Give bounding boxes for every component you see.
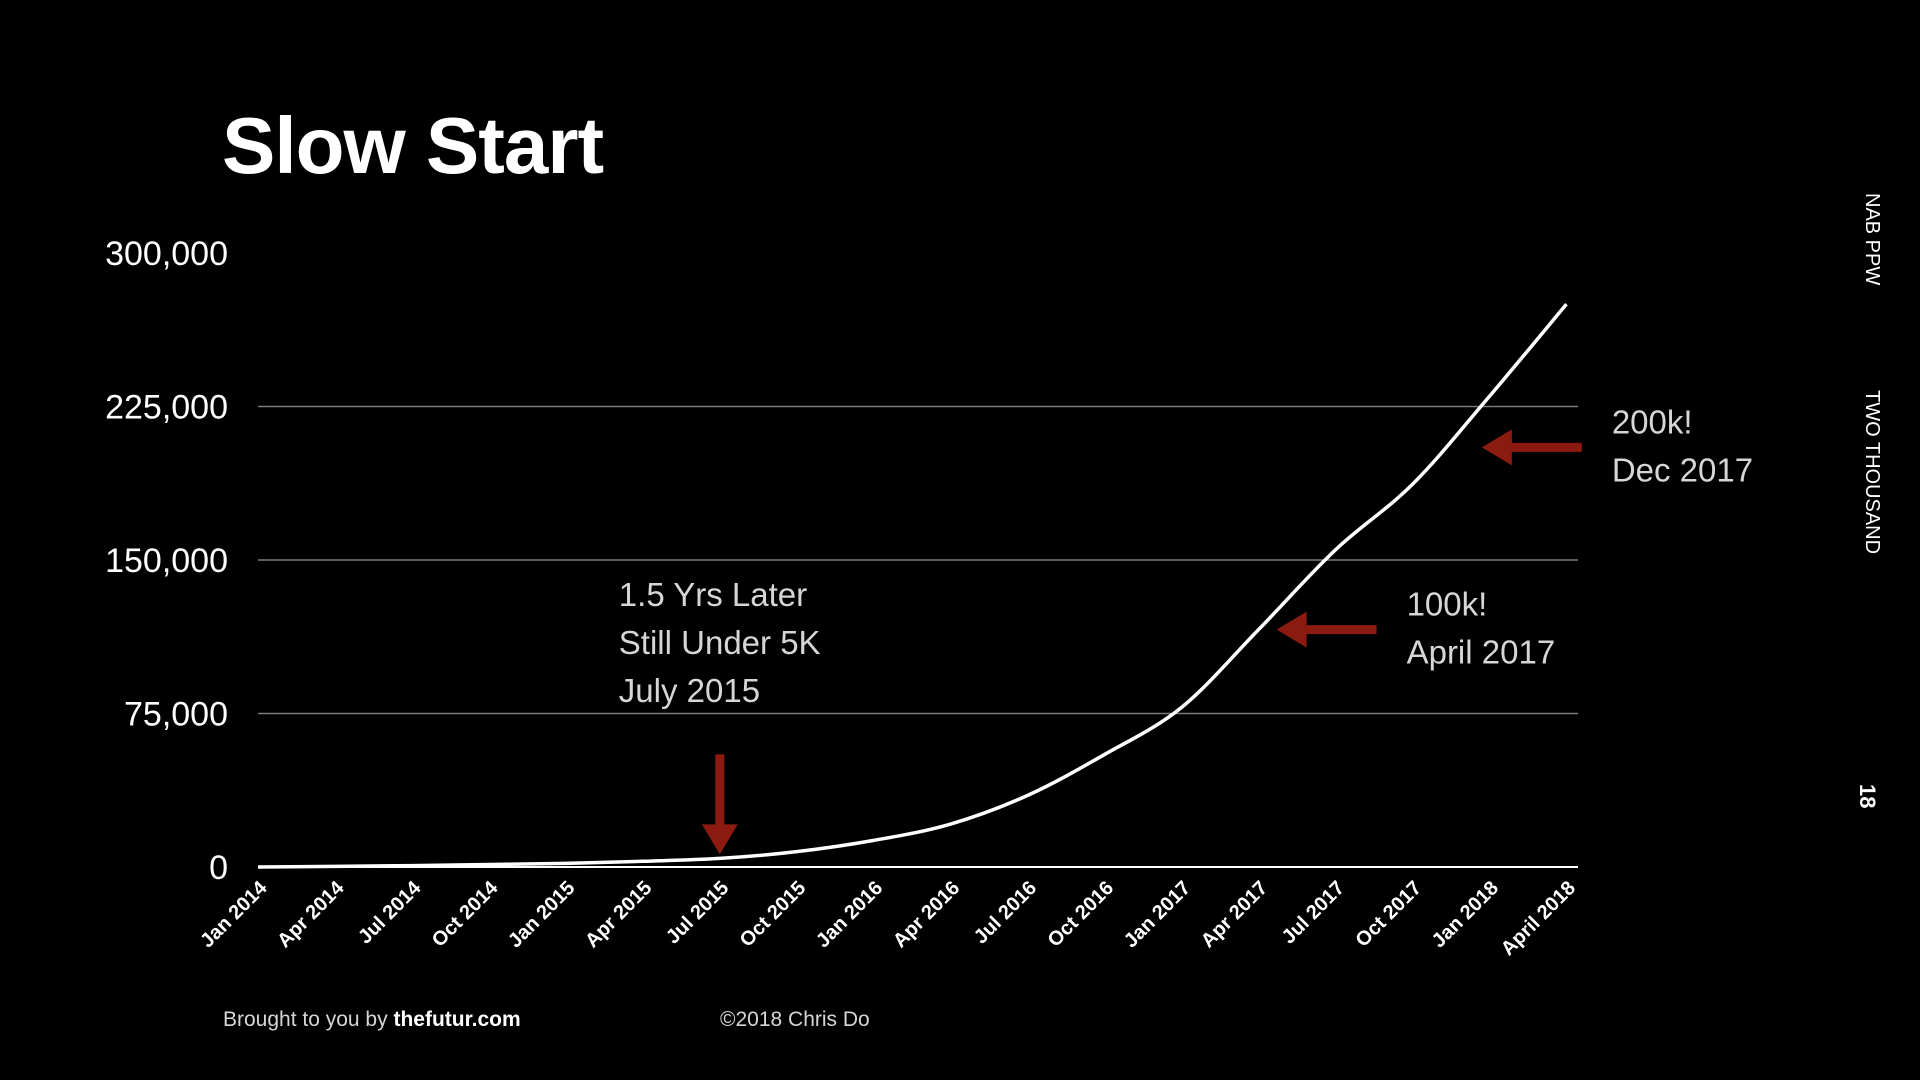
x-tick-label: April 2018 <box>1497 877 1580 960</box>
footer-credit: Brought to you by thefutur.com <box>223 1008 521 1032</box>
x-tick-label: Jul 2017 <box>1278 877 1349 948</box>
side-label-brand: TWO THOUSAND <box>1861 390 1883 555</box>
x-tick-label: Oct 2014 <box>428 876 503 951</box>
annotation-text: July 2015 <box>619 672 760 709</box>
x-tick-label: Jan 2014 <box>196 876 272 952</box>
footer-prefix: Brought to you by <box>223 1008 394 1031</box>
x-tick-label: Jul 2014 <box>354 876 426 948</box>
annotation-text: 200k! <box>1612 403 1693 440</box>
annotation-text: 100k! <box>1407 586 1488 623</box>
x-tick-label: Jan 2016 <box>812 877 887 952</box>
arrow-head <box>1481 429 1512 466</box>
arrow-head <box>1276 611 1307 648</box>
arrow-head <box>701 824 738 855</box>
side-label-event: NAB PPW <box>1861 193 1883 286</box>
x-tick-label: Jan 2018 <box>1428 877 1503 952</box>
chart-title: Slow Start <box>222 101 604 190</box>
annotation-3: 200k! Dec 2017 <box>1481 403 1753 488</box>
x-tick-label: Jan 2015 <box>504 877 579 952</box>
annotation-2: 100k! April 2017 <box>1276 586 1556 671</box>
y-tick-label: 150,000 <box>105 542 228 580</box>
series-layer <box>257 303 1568 869</box>
annotation-text: April 2017 <box>1407 634 1556 671</box>
series-line <box>257 303 1568 869</box>
footer-copyright: ©2018 Chris Do <box>720 1008 870 1031</box>
annotation-text: 1.5 Yrs Later <box>619 576 807 613</box>
footer-brand-link[interactable]: thefutur.com <box>393 1008 521 1031</box>
y-tick-label: 225,000 <box>105 389 228 427</box>
page-number: 18 <box>1855 784 1880 809</box>
x-tick-label: Oct 2017 <box>1352 877 1427 952</box>
x-tick-label: Jan 2017 <box>1120 877 1195 952</box>
annotations: 1.5 Yrs Later Still Under 5K July 2015 100k… <box>619 403 1753 855</box>
x-tick-label: Apr 2014 <box>273 876 349 952</box>
gridlines <box>258 405 1578 868</box>
y-tick-label: 0 <box>209 849 228 887</box>
x-tick-label: Oct 2015 <box>736 877 811 952</box>
annotation-text: Still Under 5K <box>619 624 821 661</box>
x-tick-label: Jul 2016 <box>970 877 1041 948</box>
x-tick-label: Apr 2017 <box>1197 877 1272 952</box>
x-tick-label: Apr 2016 <box>889 877 964 952</box>
x-tick-label: Oct 2016 <box>1044 877 1119 952</box>
x-axis-ticks: Jan 2014 Apr 2014 Jul 2014 Oct 2014 Jan 2015… <box>196 876 1580 960</box>
x-tick-label: Apr 2015 <box>581 877 656 952</box>
annotation-text: Dec 2017 <box>1612 451 1753 488</box>
annotation-1: 1.5 Yrs Later Still Under 5K July 2015 <box>619 576 821 855</box>
y-tick-label: 75,000 <box>124 696 228 734</box>
x-tick-label: Jul 2015 <box>662 877 733 948</box>
y-tick-label: 300,000 <box>105 235 228 273</box>
y-axis-ticks: 0 75,000 150,000 225,000 300,000 <box>105 235 228 887</box>
